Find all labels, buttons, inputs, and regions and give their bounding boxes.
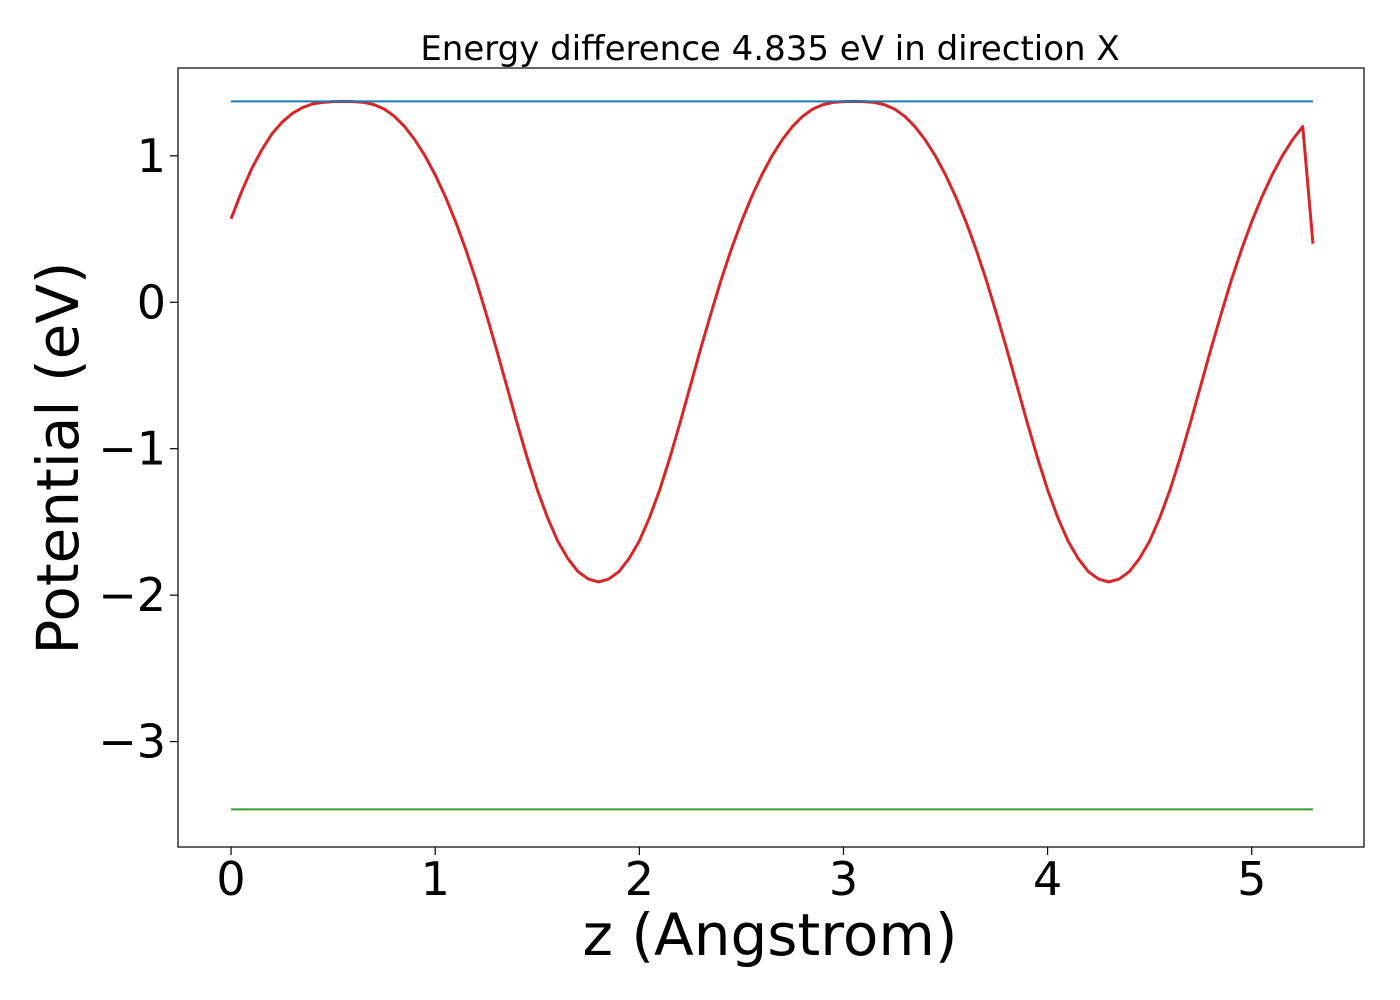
x-axis-label: z (Angstrom) bbox=[583, 901, 958, 969]
y-tick-label: 0 bbox=[137, 275, 166, 329]
y-axis-label: Potential (eV) bbox=[24, 261, 92, 654]
x-axis: 0 1 2 3 4 5 bbox=[216, 847, 1266, 906]
y-axis: −3 −2 −1 0 1 bbox=[98, 129, 178, 769]
potential-series-line bbox=[229, 99, 1315, 584]
chart-title: Energy difference 4.835 eV in direction … bbox=[420, 29, 1119, 69]
y-tick-label: −1 bbox=[98, 422, 166, 476]
x-tick-label: 1 bbox=[421, 852, 450, 906]
y-tick-label: 1 bbox=[137, 129, 166, 183]
plot-area bbox=[229, 99, 1315, 811]
plot-frame bbox=[177, 67, 1365, 848]
x-tick-label: 0 bbox=[216, 852, 245, 906]
x-tick-label: 5 bbox=[1237, 852, 1266, 906]
x-tick-label: 4 bbox=[1033, 852, 1062, 906]
x-tick-label: 2 bbox=[625, 852, 654, 906]
y-tick-label: −3 bbox=[98, 715, 166, 769]
x-tick-label: 3 bbox=[829, 852, 858, 906]
y-tick-label: −2 bbox=[98, 568, 166, 622]
